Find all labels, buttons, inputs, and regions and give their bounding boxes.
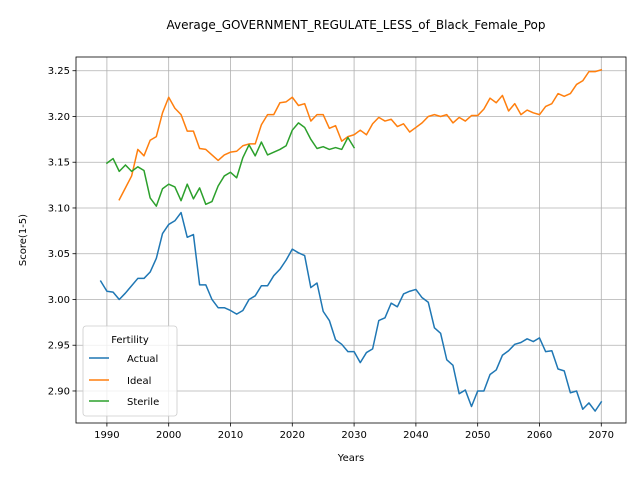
x-tick-label: 2020 xyxy=(280,430,305,441)
y-tick-label: 3.00 xyxy=(48,295,70,306)
legend-label-ideal: Ideal xyxy=(127,376,151,387)
legend-title: Fertility xyxy=(111,335,149,346)
y-tick-label: 3.05 xyxy=(48,249,70,260)
x-tick-label: 2040 xyxy=(403,430,428,441)
legend-label-sterile: Sterile xyxy=(127,397,159,408)
x-tick-label: 2000 xyxy=(156,430,181,441)
x-tick-label: 2060 xyxy=(527,430,552,441)
y-tick-label: 3.25 xyxy=(48,66,70,77)
legend: Fertility Actual Ideal Sterile xyxy=(83,326,177,416)
y-tick-label: 3.10 xyxy=(48,203,70,214)
y-tick-label: 3.15 xyxy=(48,158,70,169)
y-axis-title: Score(1-5) xyxy=(18,214,29,266)
chart-title: Average_GOVERNMENT_REGULATE_LESS_of_Blac… xyxy=(166,18,545,32)
y-tick-label: 2.95 xyxy=(48,341,70,352)
x-tick-label: 2070 xyxy=(589,430,614,441)
x-tick-label: 1990 xyxy=(94,430,119,441)
x-axis-title: Years xyxy=(337,453,364,464)
y-tick-label: 2.90 xyxy=(48,386,70,397)
x-tick-label: 2010 xyxy=(218,430,243,441)
x-tick-label: 2030 xyxy=(341,430,366,441)
x-tick-label: 2050 xyxy=(465,430,490,441)
legend-label-actual: Actual xyxy=(127,354,158,365)
y-tick-label: 3.20 xyxy=(48,112,70,123)
